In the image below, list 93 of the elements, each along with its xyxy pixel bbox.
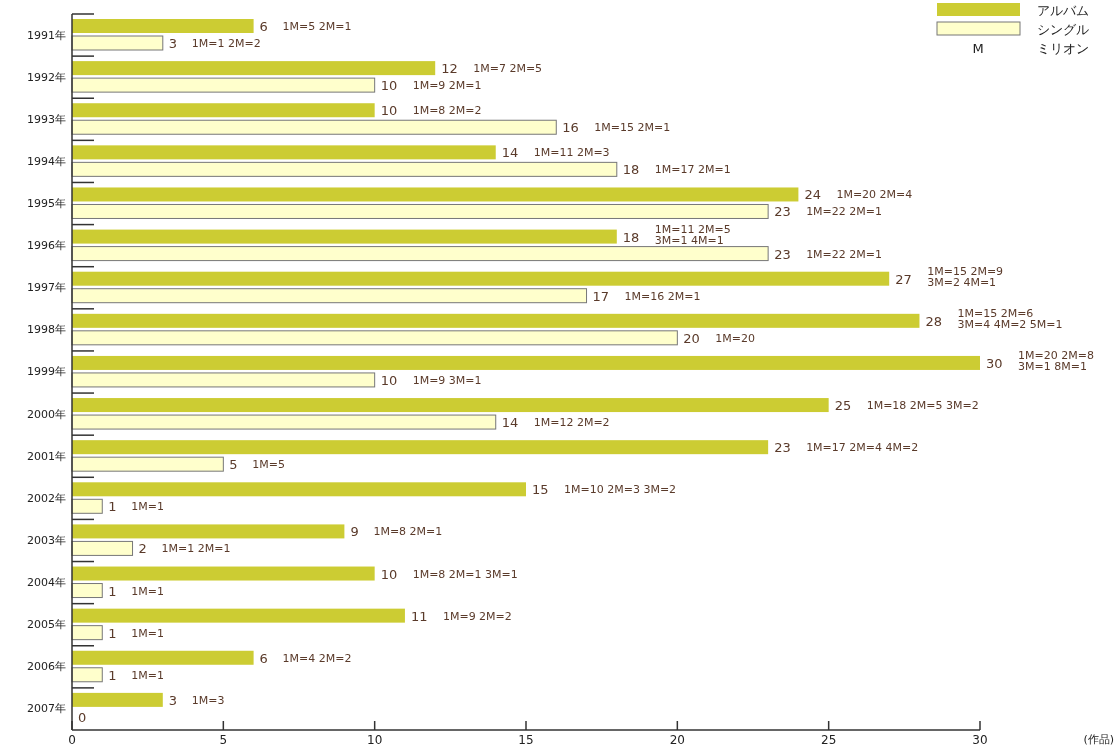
bar	[71, 330, 678, 346]
data-label: 5 1M=5	[229, 457, 286, 473]
data-label: 9 1M=8 2M=1	[350, 524, 443, 540]
data-label: 16 1M=15 2M=1	[562, 120, 671, 136]
y-tick-label: 1993年	[27, 112, 66, 126]
data-label: 10 1M=8 2M=2	[380, 103, 482, 119]
data-label: 3 1M=3	[168, 692, 225, 708]
bar	[72, 482, 526, 497]
data-label: 23 1M=22 2M=1	[774, 204, 883, 220]
data-label: 1 1M=1	[108, 625, 164, 641]
data-label: 18 1M=17 2M=1	[622, 162, 731, 178]
data-label: 0	[78, 709, 87, 725]
bar	[72, 271, 890, 286]
bar	[71, 288, 588, 304]
y-tick-label: 1996年	[27, 239, 66, 253]
data-label: 10 1M=8 2M=1 3M=1	[380, 566, 518, 582]
bar	[71, 498, 103, 514]
y-tick-label: 1992年	[27, 70, 66, 84]
bar	[72, 566, 375, 581]
y-tick-label: 1995年	[27, 196, 66, 210]
bar	[71, 77, 376, 93]
bar	[72, 440, 769, 455]
bar	[71, 161, 618, 177]
bar	[72, 103, 375, 118]
y-tick-label: 2007年	[27, 702, 66, 716]
bar	[71, 625, 103, 641]
bar	[72, 524, 345, 539]
data-label: 15 1M=10 2M=3 3M=2	[532, 482, 677, 498]
bar	[72, 145, 496, 160]
bar	[71, 456, 224, 472]
data-label: 10 1M=9 3M=1	[380, 372, 482, 388]
data-label: 23 1M=22 2M=1	[774, 246, 883, 262]
data-label: 20 1M=20	[683, 330, 756, 346]
y-tick-label: 1998年	[27, 323, 66, 337]
text: (作品)	[1083, 733, 1114, 745]
data-label: 6 1M=5 2M=1	[259, 19, 352, 34]
data-label: 1 1M=1	[108, 499, 164, 515]
bar	[71, 414, 497, 430]
legend: アルバム シングル M ミリオン	[936, 3, 1089, 56]
bar	[71, 540, 134, 556]
x-tick-label: 5	[219, 733, 228, 745]
bar	[72, 608, 405, 623]
x-tick-label: 25	[821, 733, 837, 745]
data-label: 3 1M=1 2M=2	[168, 36, 261, 51]
y-tick-label: 1994年	[27, 154, 66, 168]
data-label: 17 1M=16 2M=1	[592, 288, 701, 304]
data-label: 2 1M=1 2M=1	[138, 541, 231, 557]
y-tick-label: 2006年	[27, 660, 66, 674]
y-tick-label: 1999年	[27, 365, 66, 379]
x-tick-label: 15	[518, 733, 534, 745]
data-label: 25 1M=18 2M=5 3M=2	[834, 398, 979, 414]
data-label: 14 1M=12 2M=2	[501, 415, 610, 431]
bar	[72, 19, 254, 33]
y-tick-label: 2002年	[27, 491, 66, 505]
bar	[72, 187, 799, 202]
data-label: 1 1M=1	[108, 583, 164, 599]
y-tick-label: 1991年	[27, 28, 66, 42]
data-label: 10 1M=9 2M=1	[380, 78, 482, 94]
data-label: 27 1M=15 2M=9 3M=2 4M=1	[895, 264, 1004, 289]
data-label: 12 1M=7 2M=5	[441, 61, 543, 77]
bar	[72, 650, 254, 665]
bar	[71, 583, 103, 599]
bar	[72, 229, 617, 244]
bar	[71, 119, 557, 135]
x-tick-label: 20	[669, 733, 685, 745]
x-tick-label: 30	[972, 733, 988, 745]
bar	[72, 398, 829, 413]
data-label: 24 1M=20 2M=4	[804, 187, 913, 203]
data-label: 6 1M=4 2M=2	[259, 650, 352, 666]
y-tick-label: 1997年	[27, 281, 66, 295]
data-label: 1 1M=1	[108, 667, 164, 683]
bar	[72, 355, 980, 370]
y-tick-label: 2000年	[27, 407, 66, 421]
y-tick-label: 2005年	[27, 618, 66, 632]
bar	[71, 667, 103, 683]
data-label: 11 1M=9 2M=2	[410, 608, 512, 624]
bar	[71, 246, 769, 262]
data-label: 23 1M=17 2M=4 4M=2	[774, 440, 919, 456]
y-tick-label: 2003年	[27, 533, 66, 547]
bar	[71, 372, 376, 388]
bar	[72, 313, 920, 328]
y-tick-label: 2004年	[27, 576, 66, 590]
x-tick-label: 0	[68, 733, 76, 745]
data-label: 30 1M=20 2M=8 3M=1 8M=1	[986, 348, 1094, 373]
bar	[72, 692, 163, 707]
bar	[71, 35, 164, 51]
bar	[72, 61, 436, 76]
x-tick-label: 10	[367, 733, 383, 745]
data-label: 14 1M=11 2M=3	[501, 145, 610, 161]
data-label: 18 1M=11 2M=5 3M=1 4M=1	[622, 222, 731, 247]
bar	[71, 203, 769, 219]
data-label: 28 1M=15 2M=6 3M=4 4M=2 5M=1	[925, 306, 1063, 331]
y-tick-label: 2001年	[27, 449, 66, 463]
